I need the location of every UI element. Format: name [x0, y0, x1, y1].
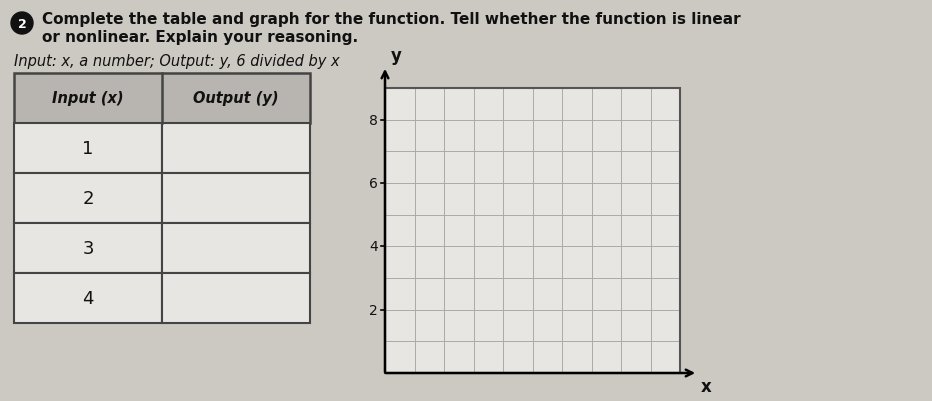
Text: or nonlinear. Explain your reasoning.: or nonlinear. Explain your reasoning.: [42, 30, 358, 45]
Text: 8: 8: [369, 113, 378, 128]
Text: 2: 2: [18, 18, 26, 30]
Text: Complete the table and graph for the function. Tell whether the function is line: Complete the table and graph for the fun…: [42, 12, 741, 27]
Bar: [385, 89, 680, 373]
Text: 4: 4: [369, 240, 378, 254]
Text: 3: 3: [82, 239, 94, 257]
Text: 2: 2: [82, 190, 94, 207]
Text: 1: 1: [82, 140, 94, 158]
Text: x: x: [701, 377, 712, 395]
Text: Input (x): Input (x): [52, 91, 124, 106]
Text: 6: 6: [369, 176, 378, 190]
Bar: [14, 124, 162, 174]
Bar: [385, 89, 680, 373]
Text: 2: 2: [369, 303, 378, 317]
Bar: [162, 174, 310, 223]
Bar: [162, 273, 310, 323]
Bar: [162, 124, 310, 174]
Text: y: y: [391, 47, 402, 65]
Bar: [14, 174, 162, 223]
Text: Output (y): Output (y): [193, 91, 279, 106]
Circle shape: [11, 13, 33, 35]
Bar: [14, 223, 162, 273]
Bar: [14, 74, 310, 124]
Text: 4: 4: [82, 289, 94, 307]
Text: Input: x, a number; Output: y, 6 divided by x: Input: x, a number; Output: y, 6 divided…: [14, 54, 339, 69]
Bar: [14, 273, 162, 323]
Bar: [162, 223, 310, 273]
